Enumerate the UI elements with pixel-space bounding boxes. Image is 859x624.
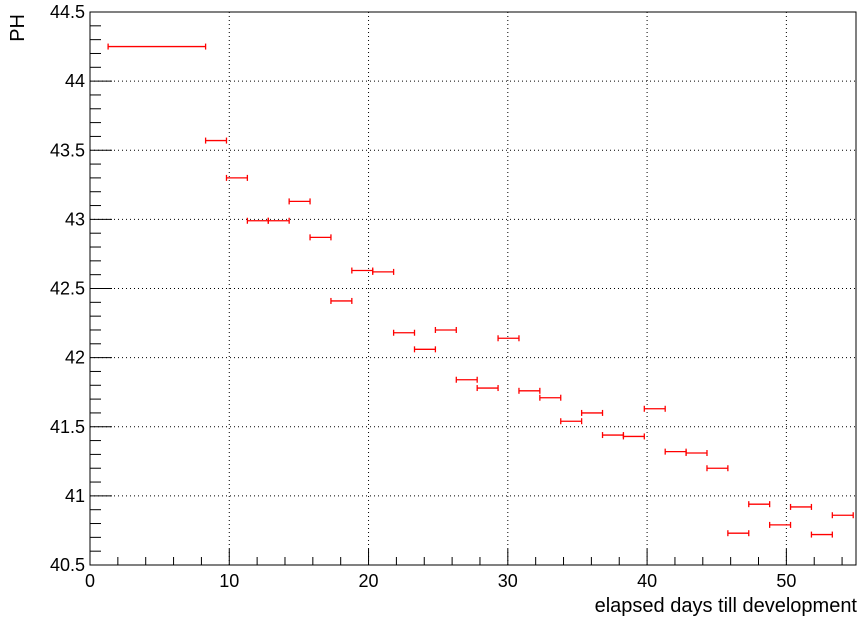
data-point [351,267,374,274]
x-tick-label: 0 [85,571,95,591]
data-point [372,268,395,275]
data-point [664,448,687,455]
y-axis-title: PH [7,14,29,42]
data-point [789,503,813,510]
data-point [455,376,478,383]
y-tick-label: 42.5 [50,279,85,299]
y-tick-label: 41.5 [50,417,85,437]
y-tick-label: 43.5 [50,140,85,160]
data-point [392,329,416,336]
data-point [769,521,792,528]
data-point [580,409,604,416]
x-tick-label: 10 [219,571,239,591]
data-point [288,198,311,205]
tick-marks [89,11,843,566]
data-point [685,450,708,457]
data-point [539,394,562,401]
x-tick-label: 50 [776,571,796,591]
data-point [518,387,541,394]
data-point [622,433,645,440]
data-point [831,512,854,519]
y-tick-label: 42 [65,348,85,368]
data-point [204,137,228,144]
data-point [225,174,249,181]
data-point [434,326,457,333]
data-points [107,43,854,538]
axes [89,11,857,566]
y-tick-label: 44 [65,71,85,91]
data-point [267,217,290,224]
plot-frame [89,11,857,566]
data-point [643,405,666,412]
y-tick-label: 41 [65,486,85,506]
data-point [413,346,437,353]
y-tick-label: 40.5 [50,555,85,575]
data-point [309,234,332,241]
data-point [601,432,625,439]
data-point [560,418,583,425]
tick-labels: 0 10 20 30 40 50 40.5 41 41.5 42 42.5 43 43.5 44 44.5 [50,2,796,591]
data-point [497,335,520,342]
x-axis-title: elapsed days till development [595,595,858,617]
data-point [727,530,750,537]
data-point [810,531,833,538]
data-point [748,501,771,508]
grid-lines [90,12,856,565]
x-tick-label: 40 [637,571,657,591]
data-point [330,297,353,304]
data-point [706,465,729,472]
data-point [107,43,207,50]
y-tick-label: 43 [65,209,85,229]
x-tick-label: 30 [498,571,518,591]
y-tick-label: 44.5 [50,2,85,22]
data-point [476,385,499,392]
data-point [246,217,269,224]
x-tick-label: 20 [359,571,379,591]
